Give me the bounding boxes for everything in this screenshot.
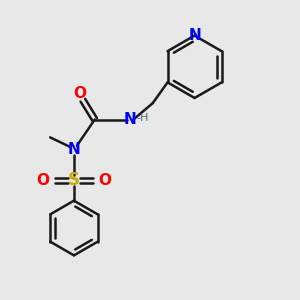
Text: -H: -H: [137, 113, 149, 123]
Text: O: O: [37, 173, 50, 188]
Text: O: O: [98, 173, 111, 188]
Text: N: N: [68, 142, 80, 157]
Text: O: O: [74, 86, 86, 101]
Text: N: N: [123, 112, 136, 127]
Text: S: S: [68, 172, 80, 190]
Text: N: N: [188, 28, 201, 43]
